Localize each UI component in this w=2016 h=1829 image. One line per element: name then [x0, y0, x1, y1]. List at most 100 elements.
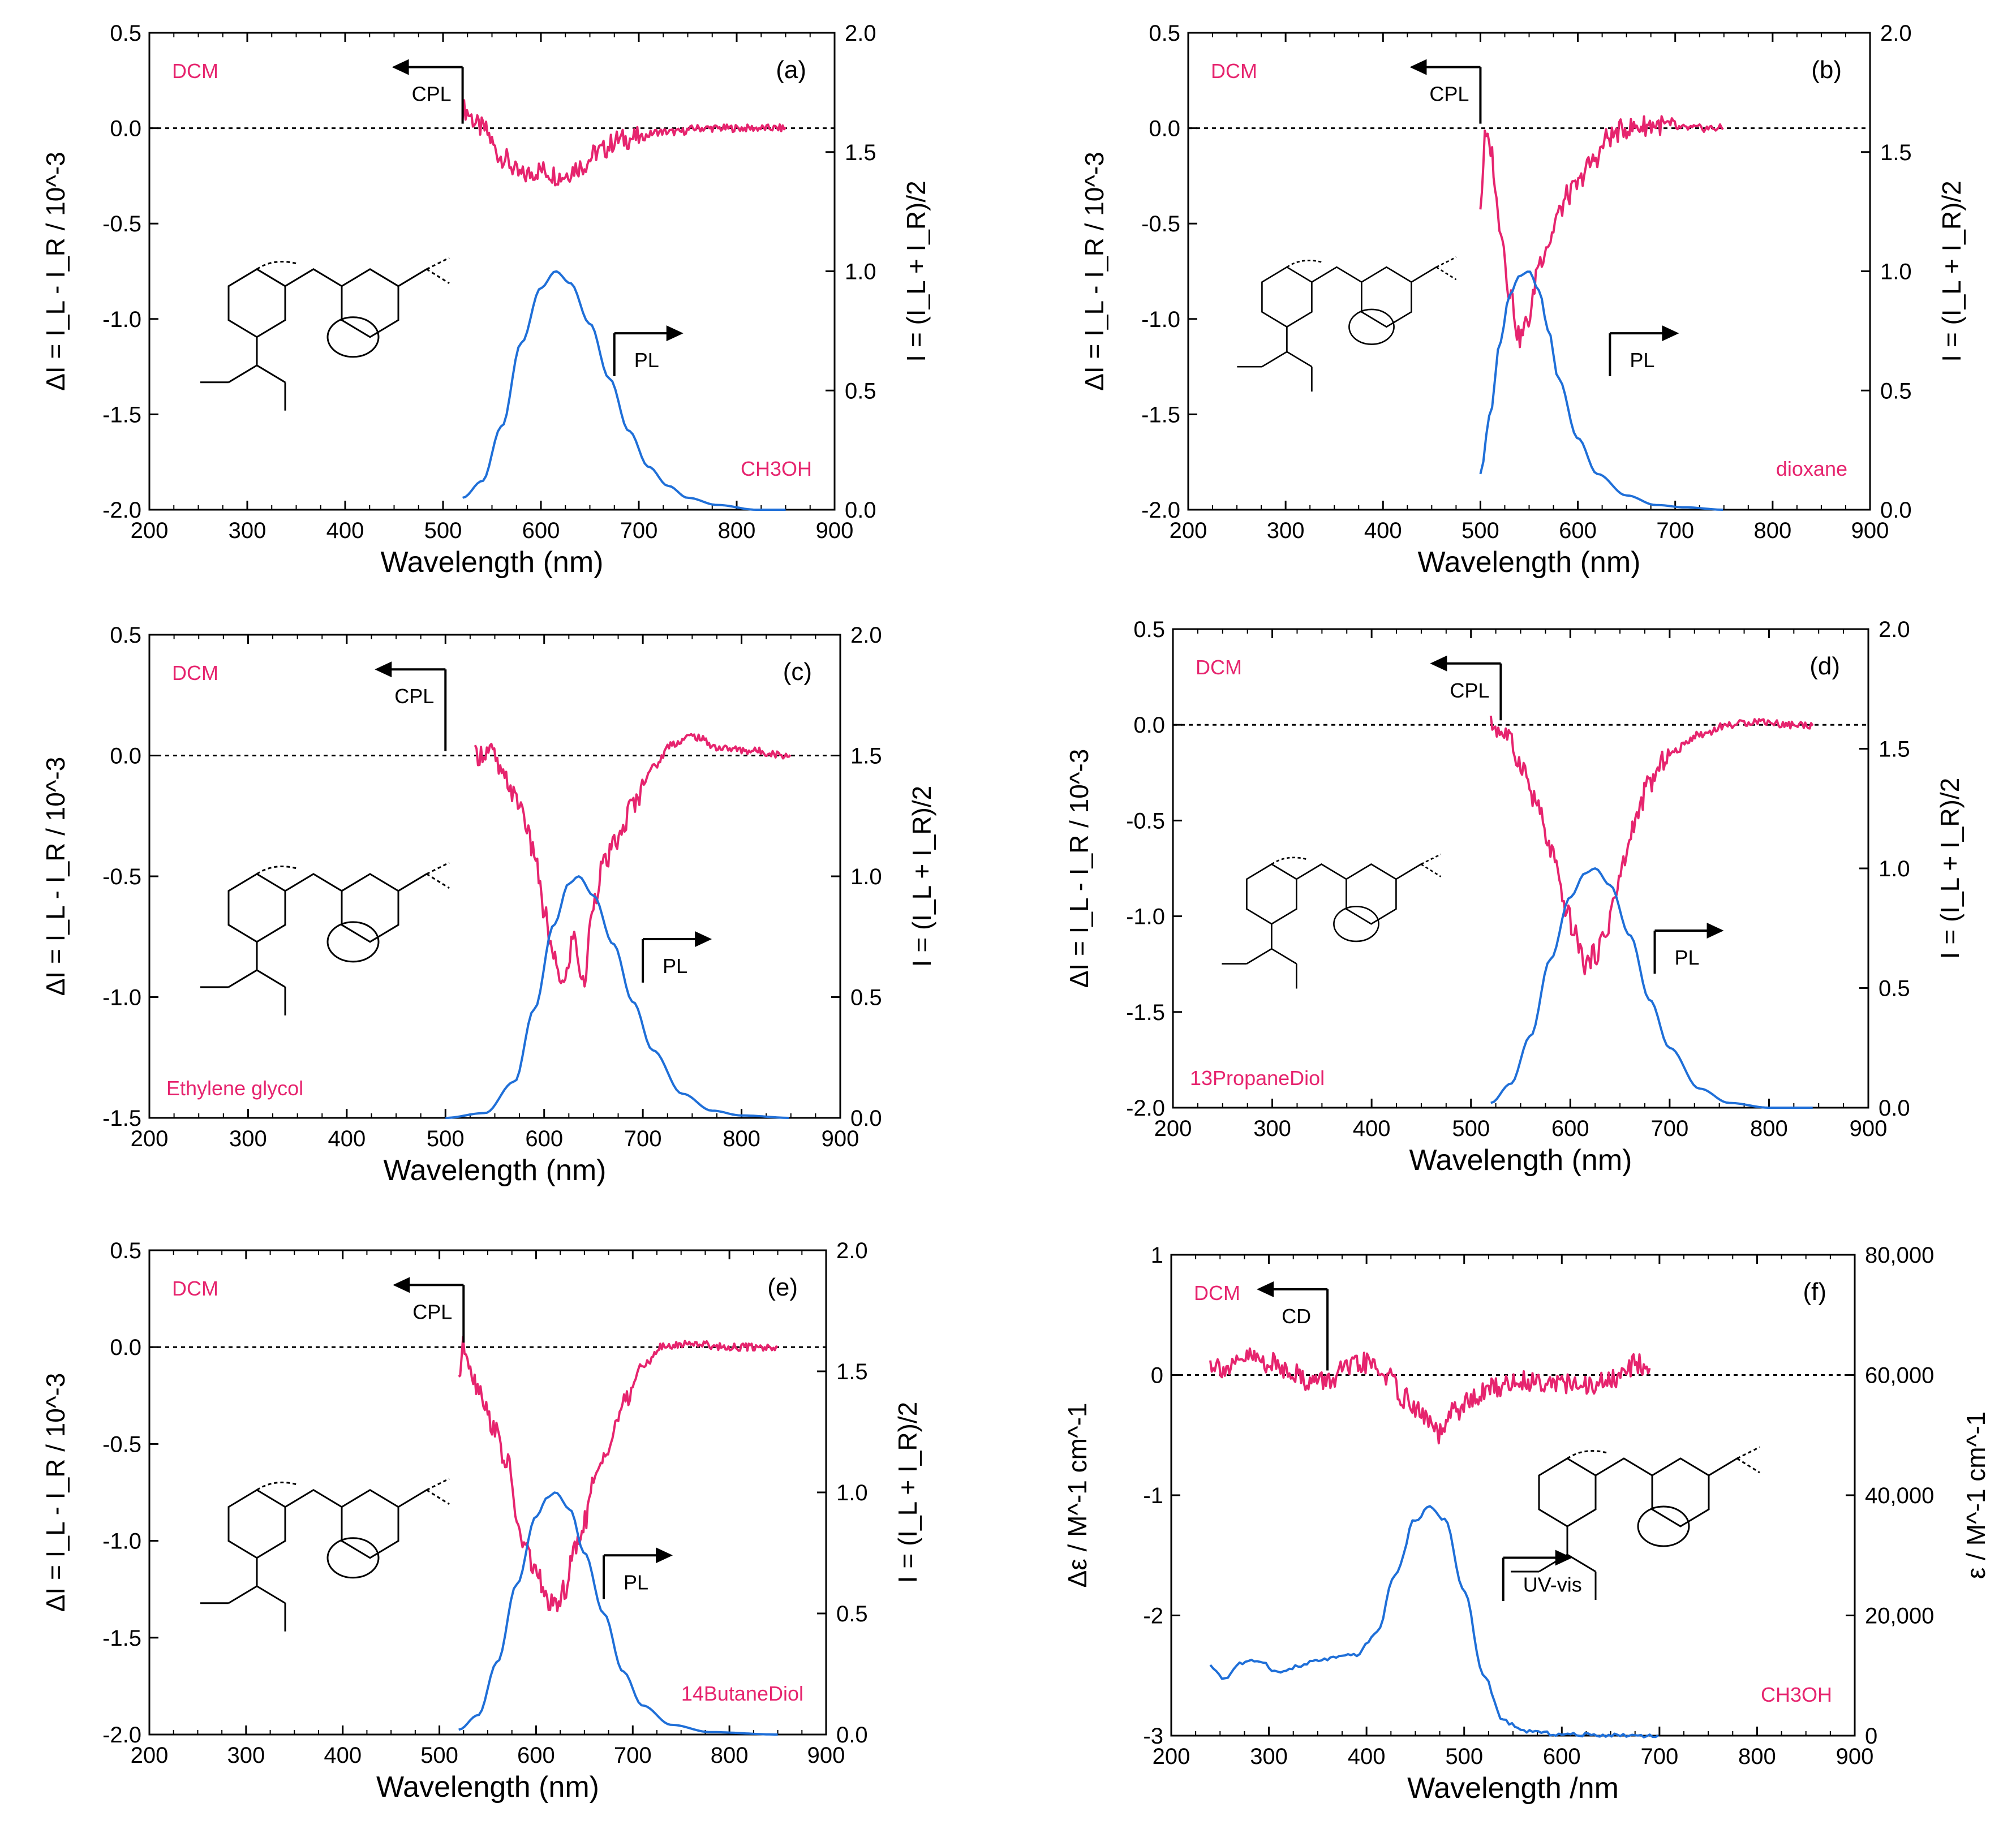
panel-label: (c)	[783, 658, 812, 686]
y-left-tick-label: -0.5	[102, 212, 141, 236]
y-right-axis-label: I = (I_L + I_R)/2	[1937, 180, 1966, 362]
cpl-arrow-head	[1409, 59, 1427, 75]
y-left-tick-label: 1	[1151, 1243, 1163, 1268]
y-right-tick-label: 1.0	[1880, 260, 1912, 285]
reference-solvent-label: DCM	[1196, 656, 1242, 679]
x-tick-label: 700	[1656, 518, 1694, 543]
y-left-tick-label: -1.5	[102, 1626, 141, 1651]
molecule-structure	[200, 862, 450, 1015]
series-line-pl	[445, 875, 789, 1119]
cpl-arrow-label: CPL	[412, 83, 452, 106]
x-axis-label: Wavelength (nm)	[384, 1154, 607, 1187]
y-left-axis-label: ΔI = I_L - I_R / 10^-3	[41, 757, 70, 996]
pl-arrow-label: PL	[624, 1570, 648, 1594]
cpl-arrow-label: CPL	[394, 685, 434, 708]
molecule-structure	[200, 1478, 450, 1632]
x-tick-label: 700	[1640, 1744, 1678, 1769]
x-tick-label: 800	[723, 1126, 760, 1151]
x-axis-label: Wavelength (nm)	[381, 546, 604, 579]
reference-solvent-label: DCM	[1211, 59, 1257, 83]
x-tick-label: 500	[427, 1126, 465, 1151]
hydrogen-bond-hint	[256, 1478, 450, 1505]
y-right-tick-label: 80,000	[1865, 1243, 1934, 1268]
x-tick-label: 700	[614, 1743, 652, 1768]
series-line-cd	[1209, 1347, 1651, 1445]
series-line-pl	[1479, 270, 1723, 511]
cpl-arrow-head	[375, 661, 392, 678]
pl-arrow-label: PL	[634, 348, 659, 372]
x-tick-label: 600	[1543, 1744, 1581, 1769]
x-tick-label: 200	[1153, 1744, 1190, 1769]
y-right-tick-label: 1.0	[836, 1481, 868, 1505]
x-tick-label: 300	[1250, 1744, 1288, 1769]
steric-hh-ring	[326, 1537, 380, 1579]
x-tick-label: 600	[1551, 1116, 1589, 1141]
steric-hh-ring	[1637, 1505, 1690, 1547]
molecule-structure	[1511, 1446, 1760, 1600]
x-tick-label: 900	[1850, 1116, 1888, 1141]
y-left-tick-label: -0.5	[102, 1432, 141, 1457]
cpl-arrow-label: CPL	[1450, 679, 1489, 702]
dicyano-group	[200, 337, 286, 411]
pl-arrow-label: PL	[1630, 348, 1654, 372]
y-left-tick-label: -1.5	[1126, 1000, 1165, 1025]
x-tick-label: 800	[718, 518, 756, 543]
y-right-tick-label: 0.0	[850, 1106, 882, 1131]
x-tick-label: 200	[1170, 518, 1207, 543]
y-right-tick-label: 0.5	[1879, 976, 1910, 1001]
y-left-tick-label: -2.0	[102, 498, 141, 523]
y-left-tick-label: -2.0	[102, 1723, 141, 1748]
hydrogen-bond-hint	[256, 862, 450, 889]
y-left-axis-label: ΔI = I_L - I_R / 10^-3	[1080, 152, 1109, 391]
pyran-ring	[1261, 266, 1313, 328]
y-right-tick-label: 2.0	[836, 1238, 868, 1263]
plot-frame	[148, 1249, 827, 1736]
x-tick-label: 900	[807, 1743, 845, 1768]
cpl-arrow-head	[392, 59, 409, 75]
y-right-tick-label: 40,000	[1865, 1483, 1934, 1508]
x-axis-label: Wavelength (nm)	[1409, 1144, 1632, 1177]
chart-panel-d: 200 300 400 500 600 700 800 900 -2.0 -1.5 -1.0 -0.5…	[1064, 617, 1965, 1177]
y-right-tick-label: 0.5	[845, 378, 876, 403]
x-tick-label: 200	[131, 518, 169, 543]
hydrogen-bond-hint	[256, 257, 450, 285]
styryl-chain	[285, 1489, 427, 1559]
series-line-cpl	[474, 733, 792, 988]
x-tick-label: 900	[822, 1126, 859, 1151]
x-tick-label: 900	[1851, 518, 1889, 543]
y-left-axis-label: Δε / M^-1 cm^-1	[1063, 1403, 1092, 1588]
molecule-structure	[200, 257, 450, 411]
panel-label: (e)	[767, 1273, 798, 1301]
pyran-ring	[227, 268, 286, 338]
x-tick-label: 600	[1559, 518, 1597, 543]
y-right-axis-label: I = (I_L + I_R)/2	[1935, 778, 1965, 959]
reference-solvent-label: DCM	[172, 59, 218, 83]
y-right-tick-label: 0.0	[836, 1723, 868, 1748]
solvent-label: dioxane	[1776, 457, 1847, 480]
x-tick-label: 700	[1650, 1116, 1688, 1141]
x-tick-label: 900	[816, 518, 854, 543]
chart-panel-b: 200 300 400 500 600 700 800 900 -2.0 -1.5 -1.0 -0.5…	[1080, 21, 1966, 579]
x-tick-label: 800	[1750, 1116, 1788, 1141]
y-right-axis-label: I = (I_L + I_R)/2	[901, 180, 931, 362]
y-right-tick-label: 60,000	[1865, 1363, 1934, 1388]
pyran-ring	[1538, 1457, 1597, 1527]
x-tick-label: 400	[326, 518, 364, 543]
y-left-tick-label: -1.0	[1126, 905, 1165, 929]
y-right-tick-label: 0.5	[850, 985, 882, 1010]
cpl-arrow-label: CD	[1282, 1305, 1311, 1328]
x-axis-label: Wavelength (nm)	[1418, 546, 1641, 579]
x-tick-label: 300	[229, 1126, 267, 1151]
series-line-pl	[458, 1491, 778, 1736]
y-left-tick-label: -1.0	[1141, 307, 1180, 332]
dicyano-group	[200, 941, 286, 1015]
x-tick-label: 200	[131, 1743, 169, 1768]
y-right-tick-label: 20,000	[1865, 1604, 1934, 1629]
x-tick-label: 600	[525, 1126, 563, 1151]
y-right-tick-label: 0.0	[1880, 498, 1912, 523]
y-left-axis-label: ΔI = I_L - I_R / 10^-3	[41, 1373, 70, 1612]
x-axis-label: Wavelength (nm)	[376, 1771, 599, 1804]
y-right-tick-label: 2.0	[1880, 21, 1912, 46]
